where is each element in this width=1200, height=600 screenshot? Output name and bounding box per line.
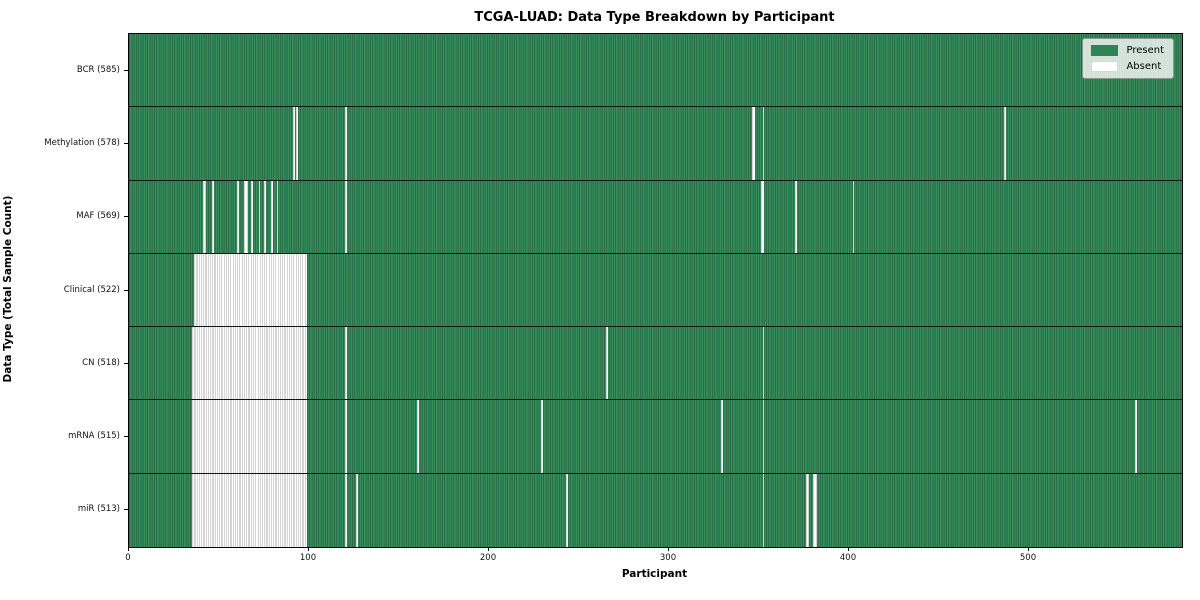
absent-stripe [345,107,347,180]
legend-swatch [1091,61,1119,72]
absent-stripe [202,180,207,253]
absent-stripe [251,180,254,253]
x-tick-mark [488,547,489,551]
absent-stripe [192,400,308,473]
absent-stripe [264,180,266,253]
absent-stripe [762,473,765,547]
legend-swatch [1091,45,1119,56]
absent-stripe [805,473,810,547]
y-tick-mark [124,69,128,71]
absent-stripe [795,180,797,253]
y-tick-label: CN (518) [82,357,120,368]
absent-stripe [296,107,299,180]
x-tick-label: 500 [1019,553,1037,563]
legend-label: Absent [1126,61,1162,72]
x-tick-label: 400 [839,553,857,563]
y-tick-mark [124,509,128,511]
y-tick-mark [124,289,128,291]
heatmap-row-clinical [129,253,1182,328]
absent-stripe [345,400,347,473]
legend-entry-absent: Absent [1091,61,1164,72]
x-tick-mark [1028,547,1029,551]
heatmap-row-maf [129,180,1182,254]
legend-label: Present [1126,45,1164,56]
absent-stripe [813,473,817,547]
absent-stripe [237,180,239,253]
absent-stripe [258,180,261,253]
absent-stripe [762,107,765,180]
heatmap-row-bcr [129,34,1182,108]
chart-title: TCGA-LUAD: Data Type Breakdown by Partic… [474,10,835,25]
absent-stripe [1003,107,1006,180]
x-tick-mark [128,547,129,551]
absent-stripe [211,180,214,253]
absent-stripe [192,327,308,400]
heatmap-row-cn [129,327,1182,401]
y-tick-mark [124,216,128,218]
legend: Present Absent [1082,38,1174,79]
absent-stripe [566,473,569,547]
absent-stripe [345,180,347,253]
y-tick-label: MAF (569) [76,211,120,222]
absent-stripe [271,180,273,253]
absent-stripe [721,400,723,473]
y-tick-label: miR (513) [77,504,120,515]
plot-area: Present Absent [128,33,1183,548]
absent-stripe [345,473,347,547]
absent-stripe [244,180,248,253]
absent-stripe [417,400,419,473]
heatmap-row-mir [129,473,1182,547]
y-tick-label: Clinical (522) [63,284,120,295]
heatmap-row-mrna [129,400,1182,474]
absent-stripe [1135,400,1137,473]
absent-stripe [751,107,756,180]
y-tick-mark [124,362,128,364]
absent-stripe [193,253,308,327]
legend-entry-present: Present [1091,45,1164,56]
x-tick-label: 300 [659,553,677,563]
absent-stripe [345,327,347,400]
y-tick-label: BCR (585) [76,64,120,75]
y-axis-label: Data Type (Total Sample Count) [2,195,14,383]
absent-stripe [355,473,358,547]
y-tick-mark [124,142,128,144]
x-tick-mark [848,547,849,551]
x-axis-label: Participant [621,568,688,580]
absent-stripe [760,180,765,253]
absent-stripe [852,180,855,253]
y-tick-label: Methylation (578) [44,137,120,148]
absent-stripe [541,400,543,473]
x-tick-mark [668,547,669,551]
x-tick-label: 0 [125,553,131,563]
absent-stripe [762,327,765,400]
y-tick-label: mRNA (515) [68,431,120,442]
x-tick-mark [308,547,309,551]
absent-stripe [292,107,295,180]
absent-stripe [276,180,279,253]
y-tick-mark [124,436,128,438]
x-tick-label: 100 [299,553,317,563]
absent-stripe [762,400,765,473]
absent-stripe [192,473,308,547]
absent-stripe [606,327,608,400]
heatmap-row-methylation [129,107,1182,181]
x-tick-label: 200 [479,553,497,563]
